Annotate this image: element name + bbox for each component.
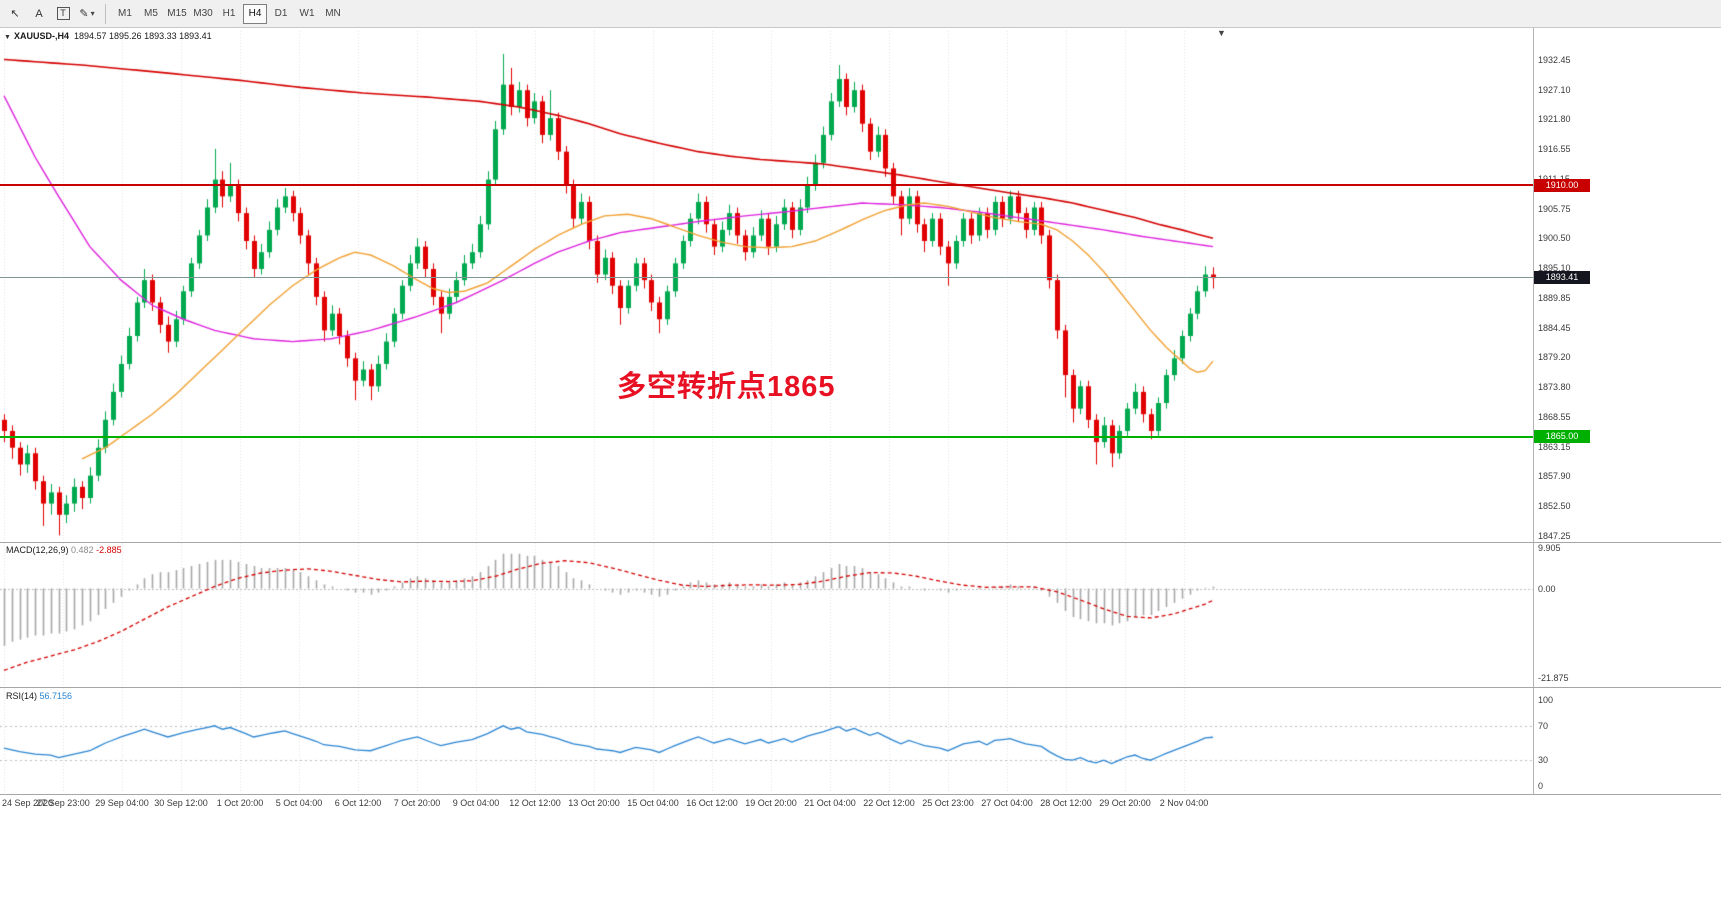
chart-header: ▼ XAUUSD-,H4 1894.57 1895.26 1893.33 1893…	[4, 31, 212, 41]
price-axis-separator	[1533, 28, 1534, 794]
macd-scale-label: -21.875	[1538, 673, 1569, 683]
time-axis-label: 12 Oct 12:00	[509, 798, 561, 808]
support-price-badge: 1865.00	[1534, 430, 1590, 443]
ohlc-open: 1894.57	[73, 31, 107, 41]
panel-separator-rsi[interactable]	[0, 687, 1721, 688]
ohlc-high: 1895.26	[109, 31, 142, 41]
rsi-title: RSI(14)	[6, 691, 38, 701]
timeframe-button-m1[interactable]: M1	[118, 8, 132, 19]
timeframe-button-h4[interactable]: H4	[243, 3, 267, 24]
chart-annotation-text[interactable]: 多空转折点1865	[617, 371, 836, 403]
time-axis-label: 30 Sep 12:00	[154, 798, 208, 808]
timeframe-button-d1[interactable]: D1	[274, 8, 288, 19]
price-axis-label: 1868.55	[1538, 412, 1571, 422]
draw-tool-button[interactable]: ✎ ▾	[76, 3, 98, 25]
rsi-scale-label: 30	[1538, 755, 1549, 765]
chart-shift-marker-icon[interactable]: ▼	[1217, 28, 1226, 38]
panel-separator-macd[interactable]	[0, 542, 1721, 543]
text-tool-button[interactable]: A	[28, 3, 50, 25]
chevron-down-icon: ▾	[90, 9, 95, 18]
time-axis-label: 29 Oct 20:00	[1099, 798, 1151, 808]
timeframe-button-m5[interactable]: M5	[144, 8, 158, 19]
price-axis-label: 1857.90	[1538, 471, 1571, 481]
timeframe-button-m15[interactable]: M15	[167, 8, 187, 19]
time-axis-label: 28 Oct 12:00	[1040, 798, 1092, 808]
time-axis-label: 13 Oct 20:00	[568, 798, 620, 808]
price-axis-label: 1884.45	[1538, 323, 1571, 333]
toolbar: ↖ A T ✎ ▾ M1 M5 M15 M30 H1 H4 D1 W1 MN	[0, 0, 1721, 28]
price-axis-label: 1921.80	[1538, 114, 1571, 124]
current-price-line	[0, 277, 1533, 278]
time-axis-label: 24 Sep 2020	[2, 798, 54, 808]
macd-scale-label: 9.905	[1538, 543, 1561, 553]
chart-collapse-icon[interactable]: ▼	[4, 34, 11, 41]
time-axis-label: 29 Sep 04:00	[95, 798, 149, 808]
macd-signal-value: -2.885	[96, 545, 122, 555]
price-axis-label: 1927.10	[1538, 85, 1571, 95]
price-axis-label: 1932.45	[1538, 55, 1571, 65]
price-axis-label: 1889.85	[1538, 293, 1571, 303]
time-axis-label: 1 Oct 20:00	[216, 798, 264, 808]
cursor-tool-icon: ↖	[10, 8, 20, 20]
support-line-1865[interactable]	[0, 436, 1533, 438]
time-axis-label: 25 Oct 23:00	[922, 798, 974, 808]
time-axis-label: 9 Oct 04:00	[452, 798, 500, 808]
price-axis-label: 1863.15	[1538, 442, 1571, 452]
time-axis-label: 27 Oct 04:00	[981, 798, 1033, 808]
price-axis-label: 1905.75	[1538, 204, 1571, 214]
timeframe-button-m30[interactable]: M30	[193, 8, 213, 19]
rsi-value: 56.7156	[39, 691, 73, 701]
timeframe-toolbar: M1 M5 M15 M30 H1 H4 D1 W1 MN	[112, 3, 346, 24]
macd-scale-label: 0.00	[1538, 584, 1556, 594]
macd-title: MACD(12,26,9)	[6, 545, 69, 555]
price-axis-label: 1847.25	[1538, 531, 1571, 541]
time-axis-label: 7 Oct 20:00	[393, 798, 441, 808]
cursor-tool-button[interactable]: ↖	[4, 3, 26, 25]
rsi-scale-label: 0	[1538, 781, 1544, 791]
time-axis-label: 27 Sep 23:00	[36, 798, 90, 808]
time-axis-label: 15 Oct 04:00	[627, 798, 679, 808]
time-axis-label: 2 Nov 04:00	[1159, 798, 1209, 808]
time-axis-label: 21 Oct 04:00	[804, 798, 856, 808]
price-axis-label: 1900.50	[1538, 233, 1571, 243]
time-axis-label: 5 Oct 04:00	[275, 798, 323, 808]
price-axis-label: 1895.10	[1538, 263, 1571, 273]
resistance-line-1910[interactable]	[0, 184, 1533, 186]
current-price-badge: 1893.41	[1534, 271, 1590, 284]
line-studies-toolbar: ↖ A T ✎ ▾	[3, 3, 99, 25]
time-axis-label: 22 Oct 12:00	[863, 798, 915, 808]
text-tool-icon: A	[35, 7, 43, 20]
text-frame-tool-button[interactable]: T	[52, 3, 74, 25]
time-axis-separator	[0, 794, 1721, 795]
price-axis-label: 1879.20	[1538, 352, 1571, 362]
price-axis-label: 1852.50	[1538, 501, 1571, 511]
text-frame-tool-icon: T	[56, 7, 70, 20]
macd-main-value: 0.482	[71, 545, 94, 555]
rsi-scale-label: 70	[1538, 721, 1549, 731]
rsi-scale-label: 100	[1538, 695, 1554, 705]
macd-label: MACD(12,26,9) 0.482 -2.885	[6, 545, 122, 555]
time-axis-label: 6 Oct 12:00	[334, 798, 382, 808]
symbol-title: XAUUSD-,H4	[13, 31, 69, 41]
timeframe-button-h1[interactable]: H1	[222, 8, 236, 19]
ohlc-low: 1893.33	[144, 31, 177, 41]
time-axis-label: 16 Oct 12:00	[686, 798, 738, 808]
time-axis-label: 19 Oct 20:00	[745, 798, 797, 808]
rsi-label: RSI(14) 56.7156	[6, 691, 72, 701]
timeframe-button-mn[interactable]: MN	[325, 8, 341, 19]
price-axis-label: 1873.80	[1538, 382, 1571, 392]
draw-tool-icon: ✎	[79, 8, 89, 20]
price-axis-label: 1916.55	[1538, 144, 1571, 154]
timeframe-button-w1[interactable]: W1	[299, 8, 315, 19]
ohlc-close: 1893.41	[179, 31, 212, 41]
toolbar-separator	[105, 3, 106, 24]
resistance-price-badge: 1910.00	[1534, 179, 1590, 192]
